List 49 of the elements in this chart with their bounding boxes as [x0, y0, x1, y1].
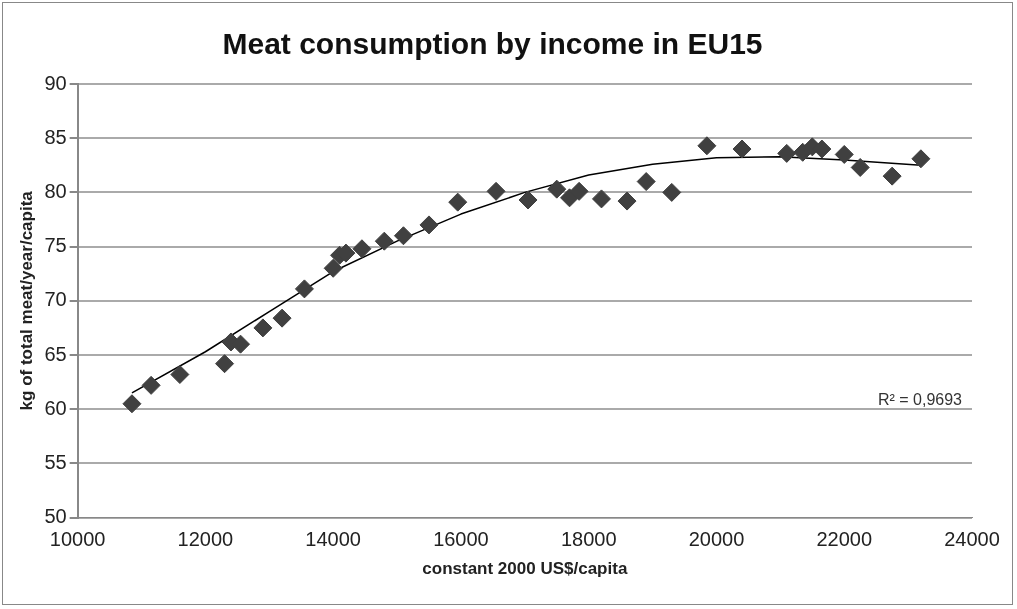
point: [662, 182, 682, 202]
point: [697, 136, 717, 156]
point: [294, 279, 314, 299]
chart-title: Meat consumption by income in EU15: [222, 27, 763, 61]
x-tick-label: 12000: [177, 528, 234, 551]
y-tick-label: 75: [44, 234, 67, 257]
x-tick-label: 22000: [816, 528, 873, 551]
x-axis-title: constant 2000 US$/capita: [422, 559, 628, 579]
point: [569, 181, 589, 201]
y-axis-title: kg of total meat/year/capita: [16, 190, 36, 411]
point: [911, 149, 931, 169]
point: [323, 258, 343, 278]
point: [170, 365, 190, 385]
point: [272, 308, 292, 328]
point: [215, 354, 235, 374]
point: [141, 375, 161, 395]
x-tick-label: 18000: [560, 528, 617, 551]
point: [122, 394, 142, 414]
point: [617, 191, 637, 211]
point: [448, 192, 468, 212]
point: [834, 144, 854, 164]
point: [732, 139, 752, 159]
point: [850, 157, 870, 177]
y-tick-label: 55: [44, 450, 67, 473]
y-tick-label: 85: [44, 125, 67, 148]
y-tick-label: 60: [44, 396, 67, 419]
x-tick-label: 20000: [688, 528, 745, 551]
point: [486, 181, 506, 201]
point: [393, 226, 413, 246]
y-tick-label: 70: [44, 288, 67, 311]
point: [253, 318, 273, 338]
x-tick-label: 10000: [49, 528, 106, 551]
point: [352, 239, 372, 259]
y-tick-label: 80: [44, 179, 67, 202]
y-tick-label: 50: [44, 505, 67, 528]
y-tick-label: 90: [44, 71, 67, 94]
point: [882, 166, 902, 186]
point: [636, 172, 656, 192]
point: [547, 179, 567, 199]
x-tick-label: 24000: [944, 528, 1000, 551]
point: [777, 143, 797, 163]
point: [419, 215, 439, 235]
x-tick-label: 14000: [305, 528, 361, 551]
annotation: R² = 0,9693: [877, 390, 963, 408]
y-tick-label: 65: [44, 342, 67, 365]
x-tick-label: 16000: [433, 528, 489, 551]
point: [374, 231, 394, 251]
point: [591, 189, 611, 209]
point: [518, 190, 538, 210]
